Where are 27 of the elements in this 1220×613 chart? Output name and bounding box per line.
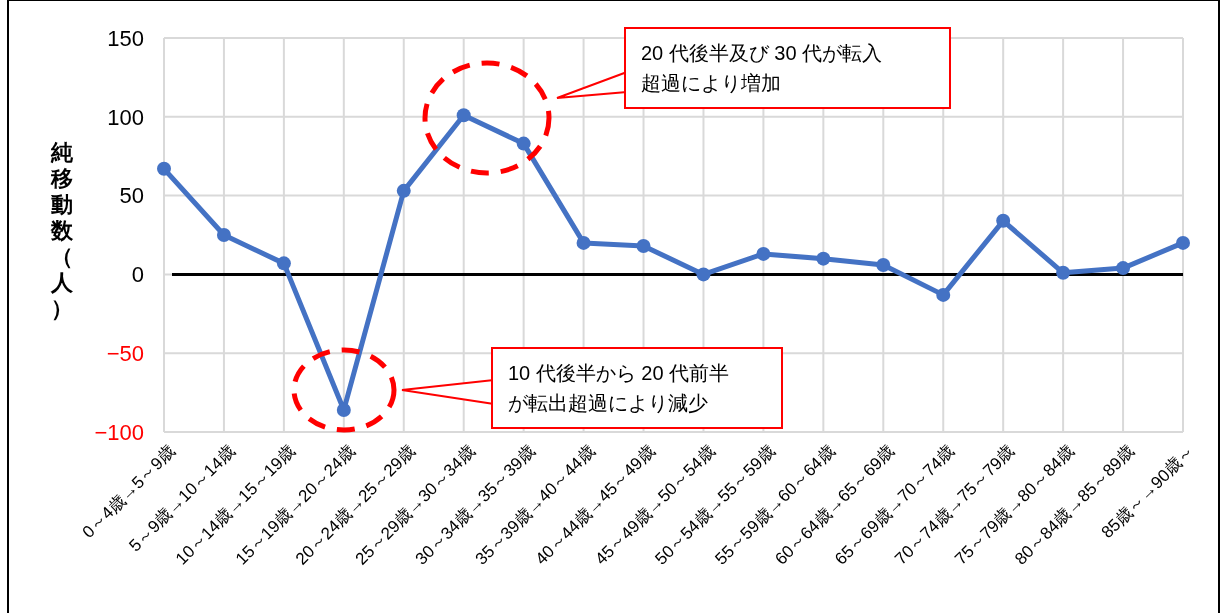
point bbox=[1176, 235, 1190, 250]
y-tick-label: 100 bbox=[107, 104, 144, 130]
point bbox=[216, 228, 231, 242]
point bbox=[696, 267, 711, 282]
point bbox=[816, 251, 831, 266]
point bbox=[157, 161, 171, 176]
point bbox=[936, 287, 951, 302]
point bbox=[996, 213, 1011, 228]
point bbox=[756, 246, 771, 261]
point bbox=[336, 402, 351, 417]
point bbox=[1116, 261, 1131, 276]
y-tick-label: −100 bbox=[94, 419, 144, 445]
point bbox=[1056, 265, 1071, 280]
annotation: 20 代後半及び 30 代が転入超過により増加 bbox=[641, 42, 883, 94]
point bbox=[516, 136, 531, 151]
point bbox=[576, 235, 591, 250]
y-tick-label: 50 bbox=[119, 183, 144, 209]
point bbox=[876, 257, 891, 272]
y-tick-label: 0 bbox=[131, 262, 144, 288]
y-tick-label: −50 bbox=[106, 340, 144, 366]
point bbox=[456, 108, 471, 123]
point bbox=[276, 256, 291, 271]
annotation: 10 代後半から 20 代前半が転出超過により減少 bbox=[508, 362, 730, 414]
y-axis-title: 純移動数（人） bbox=[50, 140, 74, 321]
point bbox=[636, 239, 651, 254]
y-tick-label: 150 bbox=[107, 25, 144, 51]
point bbox=[396, 183, 411, 198]
